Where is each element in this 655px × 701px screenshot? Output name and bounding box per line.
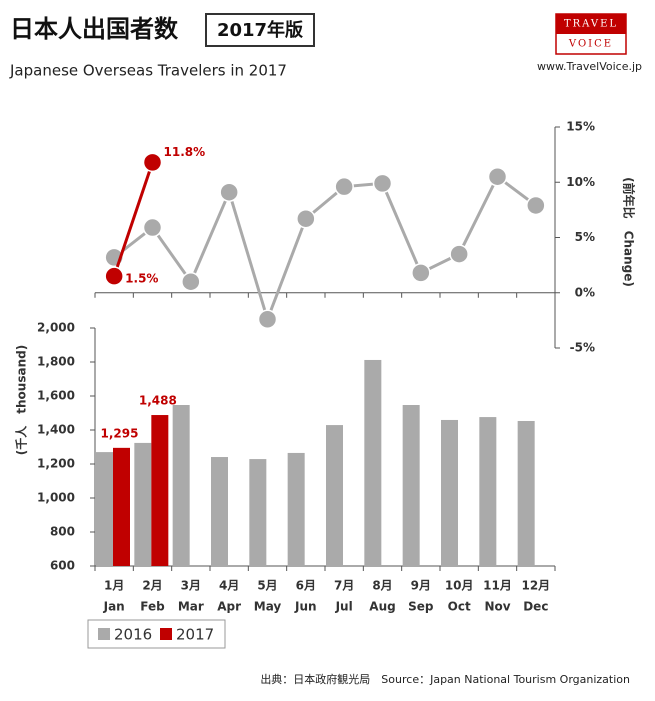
logo-band [556,14,626,34]
url: www.TravelVoice.jp [537,60,642,73]
bar [441,419,458,566]
y2-tick-label: -5% [570,341,595,355]
bar [517,420,535,566]
bar [96,452,113,566]
bar [211,457,228,566]
y-tick-label: 1,000 [37,491,75,505]
bar [364,359,382,566]
x-tick-label: 4月 [219,579,239,593]
point [411,263,431,283]
y2-tick-label: 0% [575,285,595,299]
x-tick-label-en: Nov [484,600,510,614]
y-axis-label: (千人 thousand) [14,345,29,455]
x-tick-label: 10月 [445,579,474,593]
data-label: 1.5% [125,272,158,286]
point [257,309,278,330]
x-tick-label-en: Aug [369,600,395,614]
source: 出典：日本政府観光局 Source：Japan National Tourism… [260,672,630,686]
line [112,161,154,277]
point [181,271,201,292]
x-tick-label: 3月 [181,579,201,593]
y-tick-label: 2,000 [37,321,75,335]
point [142,217,163,238]
x-tick-label-en: Mar [178,600,204,614]
point [334,176,354,197]
y-tick-label: 1,800 [37,355,75,369]
x-tick-label: 2月 [142,579,162,593]
logo-bottom: VOICE [568,39,613,50]
y2-tick-label: 10% [566,175,595,189]
bar [287,452,305,566]
bar [402,405,420,566]
subtitle: Japanese Overseas Travelers in 2017 [9,62,287,80]
line [113,174,537,324]
point [219,182,239,202]
x-tick-label-en: Dec [523,600,548,614]
x-tick-label: 9月 [411,579,431,593]
x-tick-label: 1月 [104,579,124,593]
point [296,208,316,229]
title: 日本人出国者数 [10,15,179,43]
point [142,152,163,173]
bar [113,447,130,566]
data-label: 11.8% [164,145,206,159]
point [104,266,124,286]
y-tick-label: 1,200 [37,457,75,471]
bar [249,459,267,566]
legend-swatch [160,628,172,640]
x-tick-label-en: Sep [408,600,434,614]
x-tick-label: 8月 [372,579,392,593]
x-tick-label: 11月 [483,579,512,593]
bar [172,405,190,566]
bar [326,425,343,566]
badge: 2017年版 [217,19,303,41]
y2-axis-label: (前年比 Change) [622,177,637,287]
point [372,173,393,194]
point [449,244,469,264]
legend-label: 2017 [176,626,214,644]
y-tick-label: 600 [50,559,75,573]
data-label: 1,488 [139,394,177,408]
point [487,166,508,187]
x-tick-label-en: Feb [140,600,165,614]
x-tick-label: 6月 [296,579,316,593]
x-tick-label: 12月 [521,579,550,593]
x-tick-label-en: Apr [217,600,241,614]
y2-tick-label: 15% [566,120,595,134]
point [526,195,546,216]
x-tick-label-en: Jun [294,600,317,614]
x-tick-label-en: Oct [448,600,471,614]
x-tick-label-en: Jan [103,600,125,614]
y2-tick-label: 5% [575,230,595,244]
x-tick-label-en: Jul [335,600,353,614]
legend-label: 2016 [114,626,152,644]
y-tick-label: 800 [50,525,75,539]
logo-top: TRAVEL [564,19,618,30]
bar [151,415,169,566]
y-tick-label: 1,600 [37,389,75,403]
legend-box [87,619,226,649]
bar [479,417,497,566]
badge-box [205,13,315,47]
y-tick-label: 1,400 [37,423,75,437]
x-tick-label: 5月 [257,579,277,593]
legend-swatch [98,628,110,640]
data-label: 1,295 [101,426,139,440]
x-tick-label-en: May [254,600,282,614]
bar [134,442,152,566]
x-tick-label: 7月 [334,579,354,593]
